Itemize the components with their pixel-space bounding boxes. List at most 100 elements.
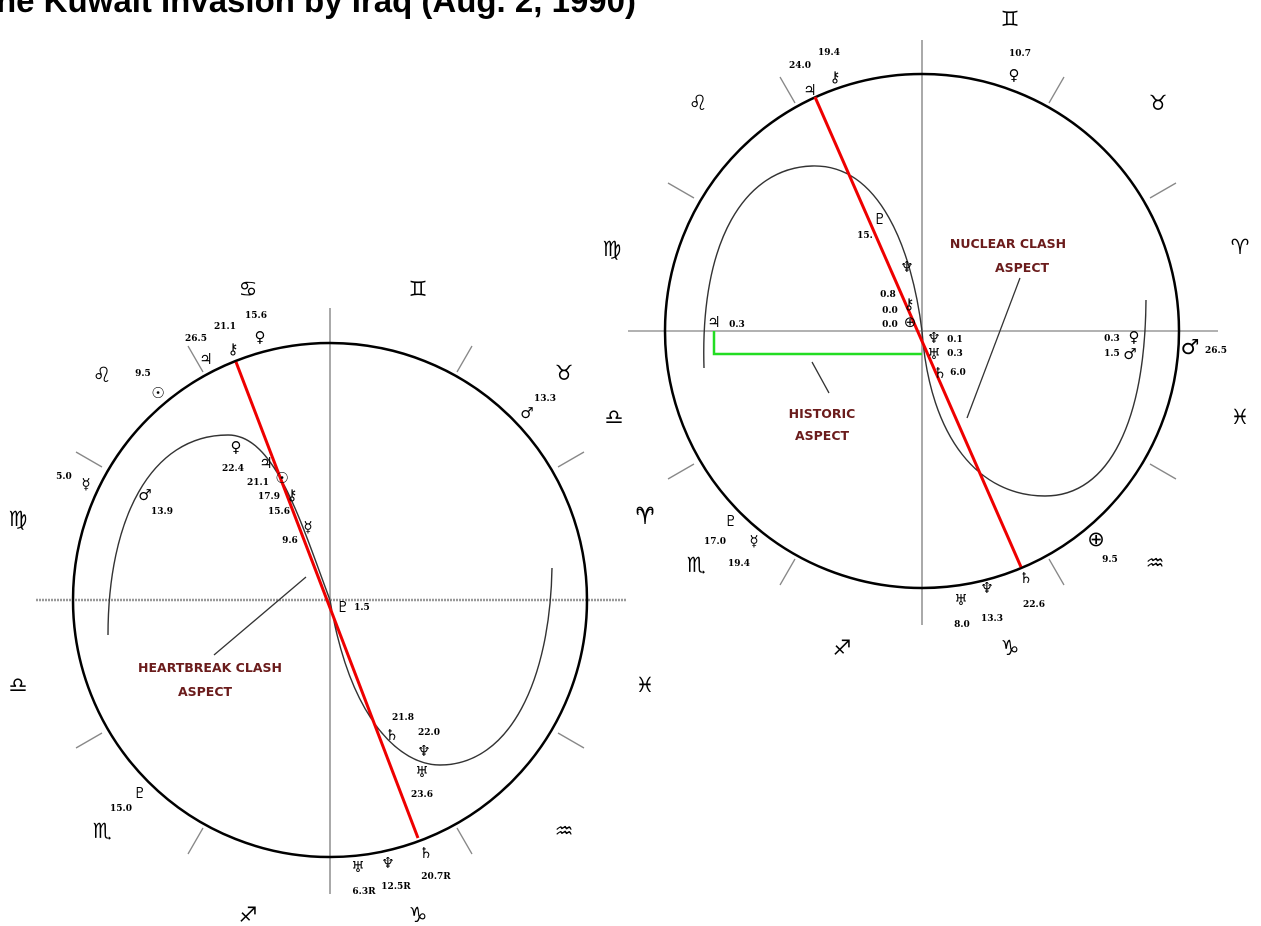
right-deg-uranus-center: 0.3 [947, 349, 963, 359]
right-nuclear-label-line1: NUCLEAR CLASH [950, 236, 1066, 251]
left-deg-pluto-outer: 15.0 [110, 804, 132, 814]
right-capricorn-sign: ♑ [1001, 636, 1020, 660]
right-aquarius-sign: ♒ [1146, 551, 1165, 575]
left-deg-venus-inner: 22.4 [222, 464, 244, 474]
left-venus-glyph: ♀ [255, 328, 266, 346]
right-pisces-sign: ♓ [1231, 405, 1250, 429]
left-deg-saturn-bottom: 20.7R [421, 872, 451, 882]
left-aquarius-sign: ♒ [555, 819, 574, 843]
right-sagittarius-sign: ♐ [833, 636, 852, 660]
right-deg-neptune-center: 0.1 [947, 335, 963, 345]
right-deg-earth-outer: 9.5 [1102, 555, 1118, 565]
right-deg-neptune-inner: 0.8 [880, 290, 896, 300]
right-chiron-glyph: ⚷ [830, 68, 841, 86]
left-heartbreak-aspect-line [234, 361, 420, 839]
left-mars-inner-glyph: ♂ [138, 486, 151, 504]
right-historic-pointer [811, 361, 830, 394]
right-deg-pluto-outer: 17.0 [704, 537, 726, 547]
left-lower-curve [329, 567, 553, 766]
left-sun-inner-glyph: ☉ [275, 469, 288, 487]
left-deg-chiron: 21.1 [214, 322, 236, 332]
right-mars-right-glyph: ♂ [1123, 345, 1136, 363]
right-earth-outer-glyph: ⊕ [1087, 527, 1105, 551]
left-label-line2: ASPECT [178, 684, 233, 699]
left-deg-mercury: 5.0 [56, 472, 72, 482]
left-sun-glyph: ☉ [151, 384, 164, 402]
left-label-pointer [213, 576, 307, 656]
right-deg-saturn-center: 6.0 [950, 368, 966, 378]
left-sagittarius-sign: ♐ [239, 903, 258, 926]
left-deg-jupiter: 26.5 [185, 334, 207, 344]
right-jupiter-glyph: ♃ [803, 81, 816, 99]
left-house-ticks [75, 345, 585, 855]
right-upper-curve [703, 165, 923, 369]
left-leo-sign: ♌ [93, 363, 112, 387]
left-gemini-sign: ♊ [409, 277, 428, 301]
left-chiron-glyph: ⚷ [228, 340, 239, 358]
left-deg-sun: 9.5 [135, 369, 151, 379]
left-pluto-outer-glyph: ♇ [133, 784, 146, 802]
right-saturn-bottom-glyph: ♄ [1019, 569, 1032, 587]
left-mars-glyph: ♂ [520, 404, 533, 422]
left-uranus-bottom-glyph: ♅ [351, 858, 364, 876]
right-house-ticks [667, 76, 1177, 586]
right-chiron-inner-glyph: ⚷ [904, 295, 915, 313]
left-deg-mars: 13.3 [534, 394, 556, 404]
left-deg-neptune-inner: 22.0 [418, 728, 440, 738]
left-deg-mercury-inner: 9.6 [282, 536, 298, 546]
right-saturn-center-glyph: ♄ [933, 364, 946, 382]
left-deg-mars-inner: 13.9 [151, 507, 173, 517]
left-neptune-bottom-glyph: ♆ [381, 854, 394, 872]
right-deg-jupiter: 24.0 [789, 61, 811, 71]
right-pluto-outer-glyph: ♇ [724, 512, 737, 530]
left-saturn-inner-glyph: ♄ [385, 726, 398, 744]
right-deg-chiron-inner: 0.0 [882, 306, 898, 316]
right-venus-right-glyph: ♀ [1129, 328, 1140, 346]
right-historic-label-line1: HISTORIC [789, 406, 856, 421]
left-deg-saturn-inner: 21.8 [392, 713, 414, 723]
left-horoscope-chart: HEARTBREAK CLASH ASPECT ♋ ♊ ♌ ♉ ♍ ♎ ♈ ♓ … [9, 277, 655, 926]
right-leo-sign: ♌ [689, 91, 708, 115]
left-uranus-inner-glyph: ♅ [415, 763, 428, 781]
right-deg-venus-right: 0.3 [1104, 334, 1120, 344]
left-mercury-inner-glyph: ☿ [303, 518, 312, 536]
left-deg-jupiter-inner: 21.1 [247, 478, 269, 488]
left-pisces-sign: ♓ [636, 673, 655, 697]
right-deg-chiron: 19.4 [818, 48, 840, 58]
left-deg-uranus-inner: 23.6 [411, 790, 433, 800]
left-deg-pluto-center: 1.5 [354, 603, 370, 613]
left-outer-circle [71, 341, 589, 859]
right-venus-glyph: ♀ [1009, 66, 1020, 84]
left-jupiter-inner-glyph: ♃ [259, 454, 272, 472]
right-deg-earth-inner: 0.0 [882, 320, 898, 330]
right-outer-circle [663, 72, 1181, 590]
right-lower-curve [921, 299, 1147, 497]
right-mars-outer-glyph: ♂ [1181, 335, 1200, 359]
right-jupiter-left-glyph: ♃ [707, 313, 720, 331]
left-virgo-sign: ♍ [9, 507, 28, 531]
right-nuclear-aspect-line [813, 96, 1023, 568]
right-deg-mars-outer: 26.5 [1205, 346, 1227, 356]
right-deg-mercury-outer: 19.4 [728, 559, 750, 569]
left-libra-sign: ♎ [9, 673, 28, 697]
right-historic-aspect-bracket [712, 331, 922, 356]
left-pluto-center-glyph: ♇ [336, 598, 349, 616]
left-label-line1: HEARTBREAK CLASH [138, 660, 282, 675]
right-neptune-bottom-glyph: ♆ [980, 579, 993, 597]
right-neptune-center-glyph: ♆ [927, 329, 940, 347]
right-deg-saturn-bottom: 22.6 [1023, 600, 1045, 610]
right-nuclear-label-line2: ASPECT [995, 260, 1050, 275]
right-uranus-center-glyph: ♅ [927, 345, 940, 363]
right-deg-uranus-bottom: 8.0 [954, 620, 970, 630]
left-saturn-bottom-glyph: ♄ [419, 844, 432, 862]
right-historic-label-line2: ASPECT [795, 428, 850, 443]
right-deg-neptune-bottom: 13.3 [981, 614, 1003, 624]
right-aries-sign: ♈ [1231, 235, 1250, 259]
right-mercury-outer-glyph: ☿ [749, 532, 758, 550]
left-jupiter-glyph: ♃ [199, 350, 212, 368]
right-gemini-sign: ♊ [1001, 7, 1020, 31]
right-nuclear-pointer [966, 277, 1021, 419]
left-upper-curve [107, 434, 331, 636]
left-deg-chiron-inner: 15.6 [268, 507, 290, 517]
